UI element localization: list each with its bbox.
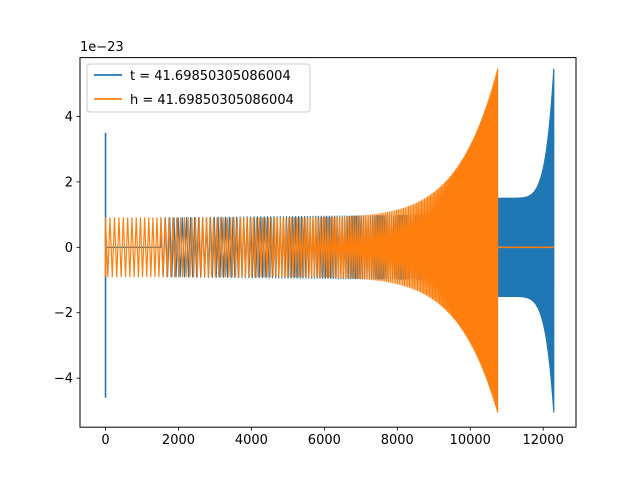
- x-tick-label: 12000: [522, 433, 563, 448]
- plot-frame: [79, 57, 577, 428]
- x-axis: 0 2000 4000 6000 8000 10000 12000: [101, 427, 564, 448]
- y-tick-label: 4: [65, 110, 73, 125]
- legend-box: [86, 63, 311, 113]
- legend-label-h: h = 41.69850305086004: [130, 93, 294, 108]
- y-tick-label: −2: [54, 306, 73, 321]
- legend: t = 41.69850305086004 h = 41.69850305086…: [86, 63, 311, 113]
- x-tick-label: 8000: [381, 433, 414, 448]
- series-layer: [104, 68, 555, 413]
- y-tick-label: −4: [54, 372, 73, 387]
- x-tick-label: 0: [101, 433, 109, 448]
- x-tick-label: 10000: [450, 433, 491, 448]
- y-tick-label: 2: [65, 175, 73, 190]
- y-offset-text: 1e−23: [80, 40, 124, 55]
- y-tick-label: 0: [65, 241, 73, 256]
- series-h-line: [104, 68, 499, 413]
- legend-label-t: t = 41.69850305086004: [130, 69, 291, 84]
- x-tick-label: 4000: [235, 433, 268, 448]
- y-axis: −4 −2 0 2 4: [54, 110, 80, 387]
- x-tick-label: 6000: [308, 433, 341, 448]
- x-tick-label: 2000: [162, 433, 195, 448]
